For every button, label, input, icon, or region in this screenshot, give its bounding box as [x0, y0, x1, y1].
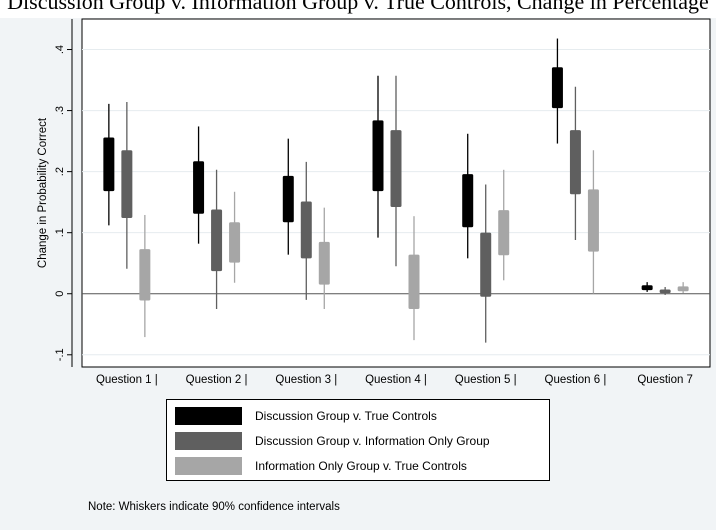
- box: [372, 120, 384, 192]
- box: [551, 67, 563, 109]
- box: [462, 174, 474, 228]
- x-tick-label: Question 5 |: [455, 374, 517, 386]
- box: [641, 285, 653, 291]
- category-group: [372, 75, 420, 341]
- x-tick-label: Question 2 |: [186, 374, 248, 386]
- category-group: [462, 133, 510, 343]
- box: [318, 241, 330, 285]
- boxes: [103, 38, 689, 343]
- legend-swatch-2: [175, 432, 242, 450]
- y-axis-label: Change in Probability Correct: [37, 117, 49, 268]
- y-tick-label: .2: [54, 167, 66, 176]
- category-group: [282, 138, 330, 309]
- category-group: [551, 38, 599, 294]
- box: [677, 286, 689, 292]
- box: [229, 222, 241, 263]
- box: [587, 189, 599, 252]
- y-tick-label: .3: [54, 106, 66, 115]
- box: [300, 201, 312, 259]
- legend-label-2: Discussion Group v. Information Only Gro…: [255, 434, 490, 448]
- box: [103, 137, 115, 192]
- top-caption-text: Discussion Group v. Information Group v.…: [7, 0, 709, 14]
- box: [569, 130, 581, 195]
- box: [408, 254, 420, 309]
- legend: Discussion Group v. True Controls Discus…: [166, 399, 550, 481]
- note-text: Note: Whiskers indicate 90% confidence i…: [88, 501, 340, 513]
- y-tick-label: 0: [54, 291, 66, 297]
- box: [659, 289, 671, 294]
- x-tick-label: Question 7: [637, 374, 693, 386]
- legend-swatch-1: [175, 407, 242, 425]
- x-axis: Question 1 | Question 2 | Question 3 | Ques…: [96, 374, 693, 386]
- box: [193, 161, 205, 214]
- box: [211, 209, 223, 272]
- y-axis: -.1 0 .1 .2 .3 .4: [54, 19, 73, 367]
- y-tick-label: -.1: [54, 348, 66, 361]
- x-tick-label: Question 4 |: [365, 374, 427, 386]
- x-tick-label: Question 3 |: [275, 374, 337, 386]
- x-tick-label: Question 6 |: [545, 374, 607, 386]
- box: [390, 130, 402, 208]
- legend-label-3: Information Only Group v. True Controls: [255, 459, 467, 473]
- legend-label-1: Discussion Group v. True Controls: [255, 409, 437, 423]
- y-tick-label: .4: [54, 45, 66, 54]
- box: [282, 175, 294, 223]
- legend-swatch-3: [175, 457, 242, 475]
- box: [480, 232, 492, 297]
- x-tick-label: Question 1 |: [96, 374, 158, 386]
- y-tick-label: .1: [54, 228, 66, 237]
- category-group: [193, 126, 241, 309]
- top-caption: Discussion Group v. Information Group v.…: [0, 0, 716, 18]
- box: [139, 249, 151, 301]
- category-group: [103, 102, 151, 338]
- box: [121, 150, 133, 219]
- box: [498, 210, 510, 256]
- category-group: [641, 282, 689, 295]
